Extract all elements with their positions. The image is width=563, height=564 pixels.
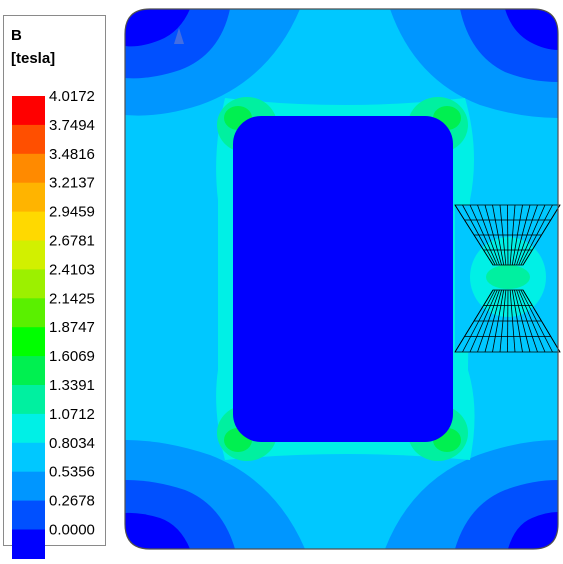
legend-tick-label: 2.6781 <box>49 233 95 250</box>
legend-tick-label: 2.1425 <box>49 290 95 307</box>
legend-tick-label: 0.0000 <box>49 522 95 539</box>
legend-swatch <box>12 529 45 559</box>
legend-tick-label: 1.3391 <box>49 377 95 394</box>
legend-tick-label: 0.2678 <box>49 493 95 510</box>
legend-title: B <box>11 27 22 44</box>
legend-swatch <box>12 124 45 155</box>
core-region <box>233 116 453 442</box>
corner-top-right <box>390 9 558 118</box>
legend-swatch <box>12 413 45 444</box>
gap-field-core <box>486 265 530 289</box>
corner-bottom-right <box>385 440 558 549</box>
legend-tick-label: 1.0712 <box>49 406 95 423</box>
legend-tick-label: 3.4816 <box>49 146 95 163</box>
legend-tick-label: 0.8034 <box>49 435 95 452</box>
legend-swatch <box>12 211 45 242</box>
legend-swatch <box>12 385 45 415</box>
legend-tick-label: 0.5356 <box>49 464 95 481</box>
gap-mesh <box>454 204 561 353</box>
legend-swatch <box>12 153 45 184</box>
marker-triangle <box>174 28 184 44</box>
legend-tick-label: 1.6069 <box>49 348 95 365</box>
legend-swatch <box>12 442 45 473</box>
legend-swatch <box>12 471 45 502</box>
legend-swatch <box>12 269 45 299</box>
legend-swatch <box>12 500 45 531</box>
legend-scale: 4.0172 3.7494 3.4816 3.2137 2.9459 2.6781 2.41… <box>12 88 95 559</box>
corner-bottom-left <box>125 440 305 549</box>
legend-swatch <box>12 298 45 328</box>
legend-swatch <box>12 240 45 270</box>
legend-swatch <box>12 96 45 126</box>
plot-frame <box>124 8 559 550</box>
legend-tick-label: 3.7494 <box>49 117 95 134</box>
legend-tick-label: 3.2137 <box>49 175 95 192</box>
legend-swatch <box>12 182 45 213</box>
legend-tick-label: 2.9459 <box>49 204 95 221</box>
legend-unit: [tesla] <box>11 50 56 67</box>
legend-swatch <box>12 356 45 386</box>
legend-tick-label: 2.4103 <box>49 261 95 278</box>
legend-tick-label: 1.8747 <box>49 319 95 336</box>
legend-tick-label: 4.0172 <box>49 88 95 105</box>
legend-swatch <box>12 327 45 357</box>
